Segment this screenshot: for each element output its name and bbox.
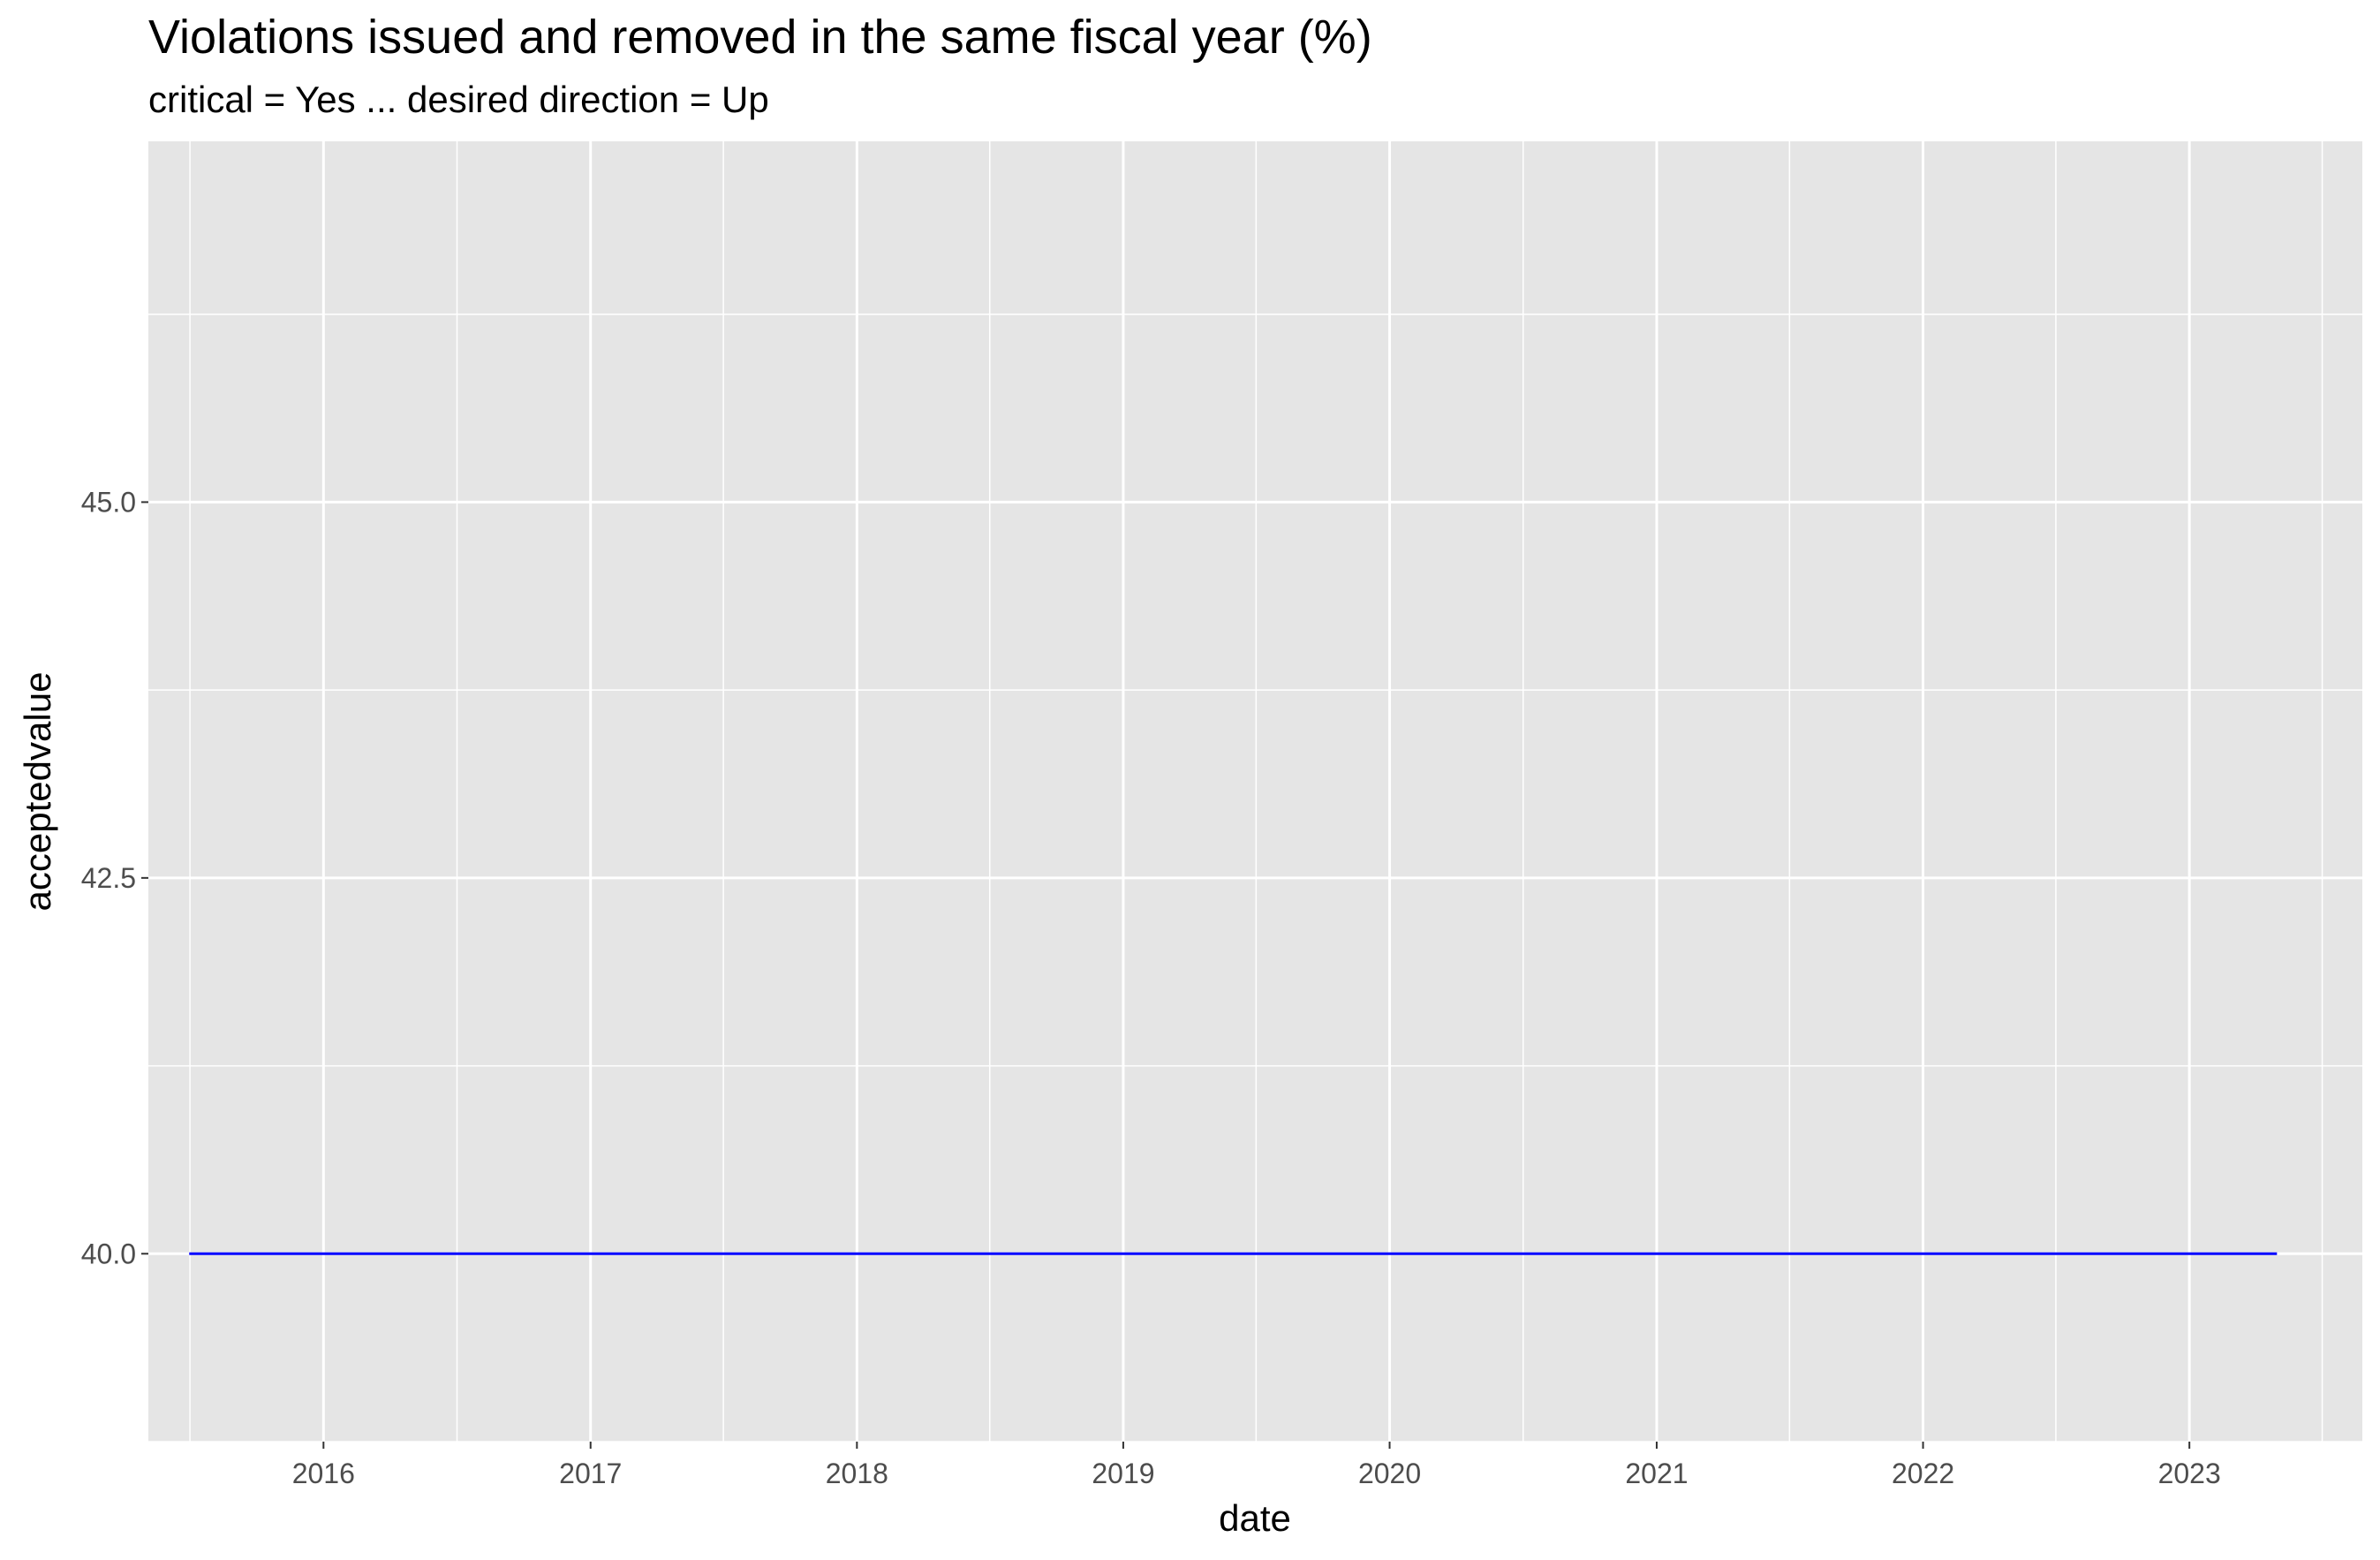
plot-panel — [148, 141, 2362, 1442]
axis-tick-labels: 2016 2017 2018 2019 2020 2021 2022 2023 40.0 42.5… — [81, 486, 2221, 1489]
x-tick-label: 2023 — [2158, 1458, 2221, 1489]
x-tick-label: 2017 — [559, 1458, 622, 1489]
x-tick-label: 2021 — [1625, 1458, 1688, 1489]
y-axis-title: acceptedvalue — [17, 672, 58, 912]
x-axis-title: date — [1219, 1497, 1291, 1539]
y-tick-label: 45.0 — [81, 486, 136, 518]
y-tick-label: 40.0 — [81, 1238, 136, 1269]
chart-subtitle: critical = Yes ... desired direction = U… — [148, 79, 769, 120]
x-tick-label: 2018 — [826, 1458, 888, 1489]
x-tick-label: 2022 — [1892, 1458, 1954, 1489]
x-tick-label: 2019 — [1092, 1458, 1154, 1489]
x-tick-label: 2020 — [1358, 1458, 1421, 1489]
y-tick-label: 42.5 — [81, 862, 136, 894]
axis-ticks — [141, 501, 2191, 1449]
x-tick-label: 2016 — [292, 1458, 355, 1489]
chart-title: Violations issued and removed in the sam… — [148, 11, 1372, 64]
minor-gridlines — [148, 141, 2362, 1443]
